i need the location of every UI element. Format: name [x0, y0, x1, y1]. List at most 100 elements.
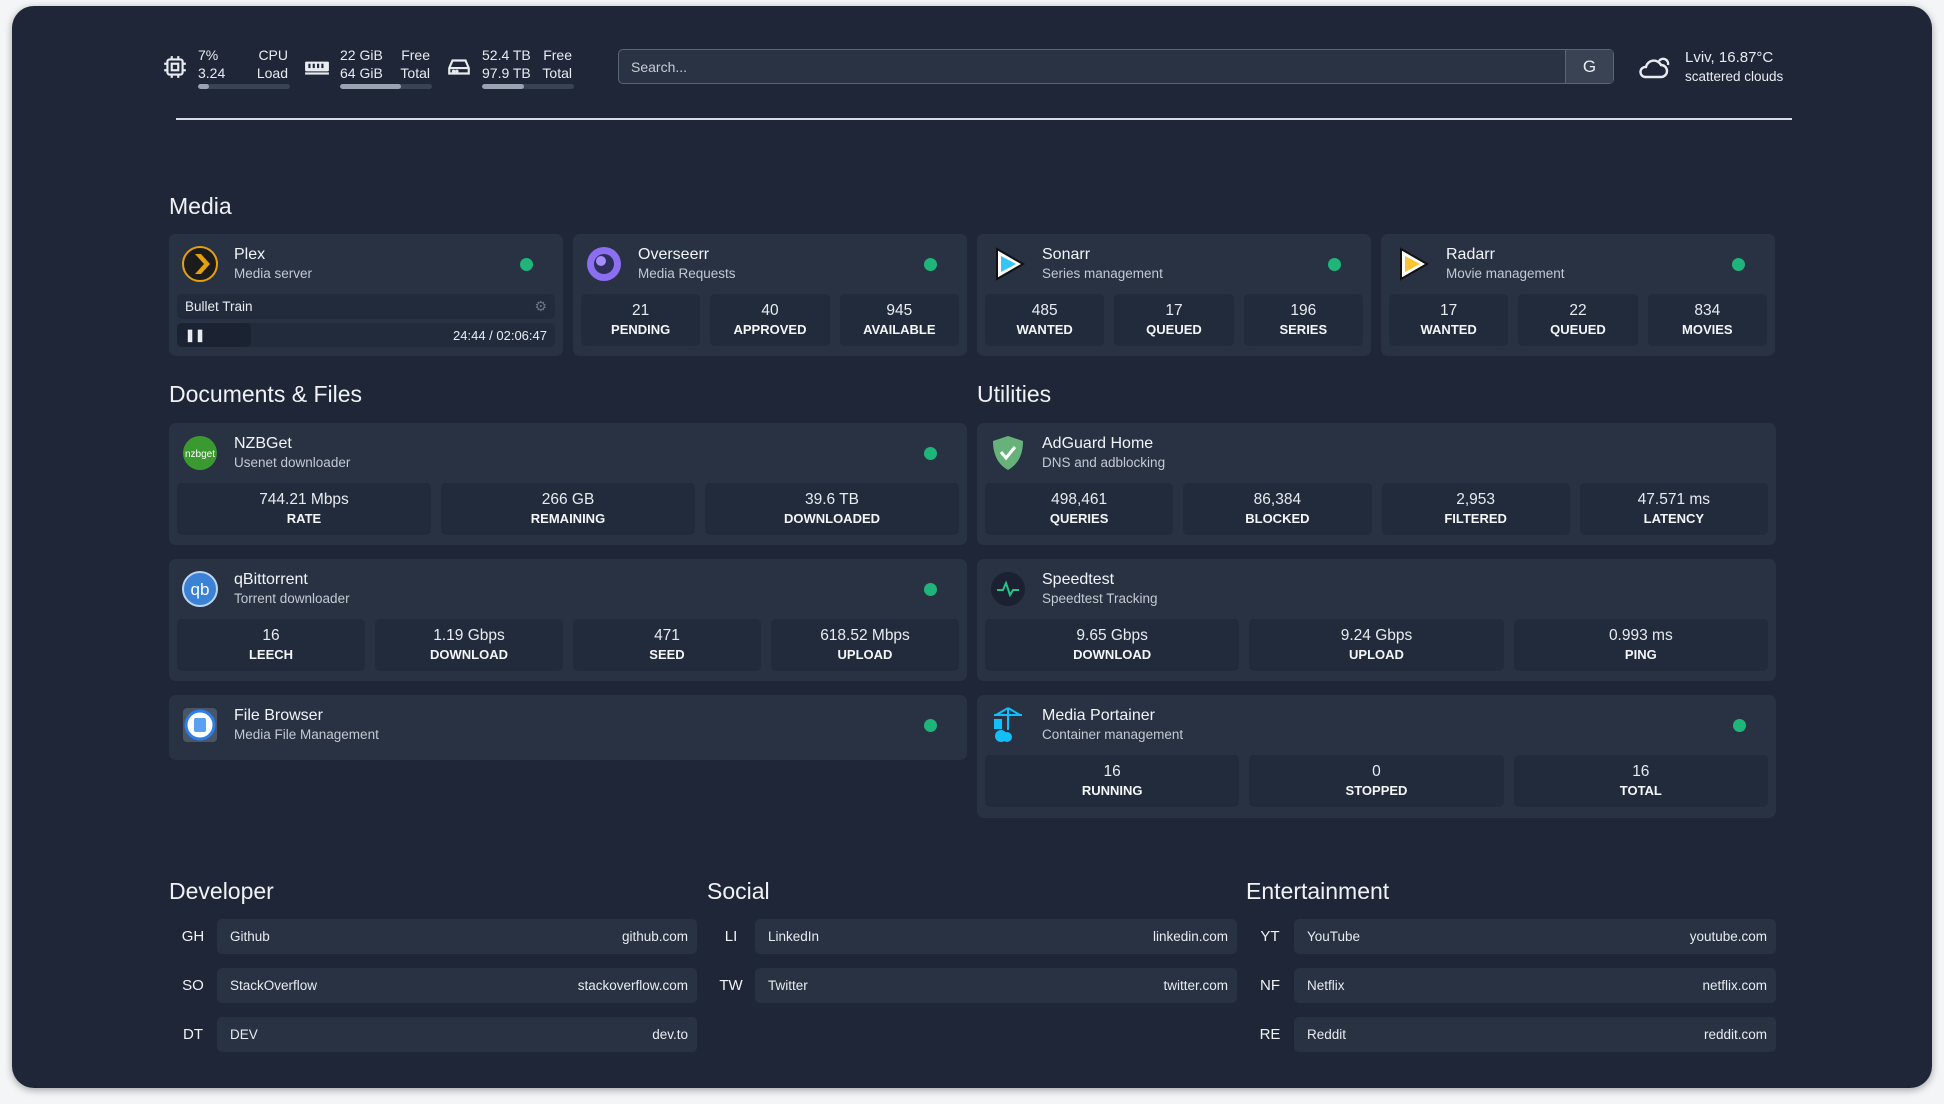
bookmark-link[interactable]: Github github.com: [217, 919, 697, 954]
disk-icon: [448, 59, 470, 75]
stat-box: 22 QUEUED: [1518, 294, 1638, 346]
service-card-adguard-home[interactable]: AdGuard Home DNS and adblocking 498,461 QUE…: [977, 423, 1776, 545]
service-name[interactable]: Sonarr: [1042, 246, 1091, 263]
stat-box: 945 AVAILABLE: [839, 294, 959, 346]
search-input[interactable]: [619, 50, 1565, 83]
card-header: Plex Media server: [177, 234, 555, 294]
bookmark-link[interactable]: LinkedIn linkedin.com: [755, 919, 1237, 954]
stat-box: 86,384 BLOCKED: [1183, 483, 1372, 535]
speedtest-icon: [989, 570, 1027, 608]
bookmark-abbr: RE: [1259, 1026, 1281, 1043]
service-info: qBittorrent Torrent downloader: [234, 570, 350, 608]
service-card-nzbget[interactable]: nzbget NZBGet Usenet downloader 744.21 Mbps…: [169, 423, 967, 545]
pause-icon[interactable]: ❚❚: [185, 328, 206, 342]
bookmark-stackoverflow[interactable]: SO StackOverflow stackoverflow.com: [169, 968, 697, 1003]
bookmark-link[interactable]: DEV dev.to: [217, 1017, 697, 1052]
bookmark-github[interactable]: GH Github github.com: [169, 919, 697, 954]
service-description: Media server: [234, 266, 313, 281]
service-name[interactable]: File Browser: [234, 707, 323, 724]
service-name[interactable]: qBittorrent: [234, 571, 308, 588]
header-divider: [176, 118, 1792, 120]
status-indicator: [1328, 258, 1341, 271]
service-card-speedtest[interactable]: Speedtest Speedtest Tracking 9.65 Gbps DOWN…: [977, 559, 1776, 681]
bookmark-reddit[interactable]: RE Reddit reddit.com: [1246, 1017, 1776, 1052]
status-indicator: [924, 447, 937, 460]
service-name[interactable]: Overseerr: [638, 246, 710, 263]
stat-value: 17: [1165, 302, 1183, 319]
stat-value: 498,461: [1051, 491, 1108, 508]
bookmark-twitter[interactable]: TW Twitter twitter.com: [707, 968, 1237, 1003]
svg-text:nzbget: nzbget: [185, 449, 215, 460]
card-header: Speedtest Speedtest Tracking: [985, 559, 1768, 619]
card-header: nzbget NZBGet Usenet downloader: [177, 423, 959, 483]
service-name[interactable]: Radarr: [1446, 246, 1495, 263]
service-card-plex[interactable]: Plex Media server Bullet Train ⚙ ❚❚ 24:44 / 0…: [169, 234, 563, 356]
stat-value: 266 GB: [541, 491, 595, 508]
stat-label: APPROVED: [733, 322, 807, 337]
service-card-sonarr[interactable]: Sonarr Series management 485 WANTED 17 QUEUED…: [977, 234, 1371, 356]
service-name[interactable]: Speedtest: [1042, 571, 1115, 588]
service-card-overseerr[interactable]: Overseerr Media Requests 21 PENDING 40 APPROV…: [573, 234, 967, 356]
free-label: Free: [543, 47, 572, 63]
bookmark-url: stackoverflow.com: [577, 978, 688, 993]
cpu-load: 3.24: [198, 65, 226, 81]
stat-label: DOWNLOADED: [783, 511, 881, 526]
service-name[interactable]: NZBGet: [234, 435, 292, 452]
stat-box: 16 LEECH: [177, 619, 365, 671]
now-playing-title: Bullet Train: [185, 299, 253, 314]
stats-row: 21 PENDING 40 APPROVED 945 AVAILABLE: [581, 294, 959, 346]
service-card-qbittorrent[interactable]: qb qBittorrent Torrent downloader 16 LEECH 1.…: [169, 559, 967, 681]
stat-label: RATE: [286, 511, 322, 526]
bookmark-name: Twitter: [768, 978, 808, 993]
service-description: Series management: [1042, 266, 1163, 281]
bookmark-abbr: GH: [181, 928, 205, 945]
bookmark-youtube[interactable]: YT YouTube youtube.com: [1246, 919, 1776, 954]
bookmark-link[interactable]: StackOverflow stackoverflow.com: [217, 968, 697, 1003]
service-info: Plex Media server: [234, 245, 312, 283]
service-card-media-portainer[interactable]: Media Portainer Container management 16 RUN…: [977, 695, 1776, 818]
bookmark-link[interactable]: Twitter twitter.com: [755, 968, 1237, 1003]
svg-text:qb: qb: [191, 580, 210, 599]
stat-box: 17 WANTED: [1389, 294, 1509, 346]
stat-label: TOTAL: [1619, 783, 1662, 798]
stat-label: LEECH: [248, 647, 294, 662]
service-name[interactable]: Plex: [234, 246, 266, 263]
bookmark-link[interactable]: Netflix netflix.com: [1294, 968, 1776, 1003]
stat-box: 266 GB REMAINING: [441, 483, 695, 535]
stat-box: 485 WANTED: [985, 294, 1105, 346]
bookmark-url: reddit.com: [1703, 1027, 1767, 1042]
bookmark-linkedin[interactable]: LI LinkedIn linkedin.com: [707, 919, 1237, 954]
status-indicator: [520, 258, 533, 271]
total-label: Total: [542, 65, 572, 81]
bookmark-dev[interactable]: DT DEV dev.to: [169, 1017, 697, 1052]
service-info: Speedtest Speedtest Tracking: [1042, 570, 1158, 608]
bookmark-link[interactable]: Reddit reddit.com: [1294, 1017, 1776, 1052]
bookmark-link[interactable]: YouTube youtube.com: [1294, 919, 1776, 954]
stat-box: 498,461 QUERIES: [985, 483, 1174, 535]
search-engine-button[interactable]: G: [1565, 50, 1613, 83]
overseerr-icon: [585, 245, 623, 283]
status-indicator: [1733, 719, 1746, 732]
bookmark-abbr: LI: [724, 928, 738, 945]
service-name[interactable]: AdGuard Home: [1042, 435, 1154, 452]
card-header: Media Portainer Container management: [985, 695, 1768, 755]
section-title: Developer: [169, 878, 274, 904]
card-header: Sonarr Series management: [985, 234, 1363, 294]
stat-value: 21: [632, 302, 650, 319]
section-title: Entertainment: [1246, 878, 1390, 904]
settings-icon[interactable]: ⚙: [534, 298, 547, 314]
stat-box: 9.65 Gbps DOWNLOAD: [985, 619, 1240, 671]
stat-label: UPLOAD: [837, 647, 893, 662]
stat-box: 39.6 TB DOWNLOADED: [705, 483, 959, 535]
service-card-radarr[interactable]: Radarr Movie management 17 WANTED 22 QUEUED 83…: [1381, 234, 1775, 356]
stat-box: 0 STOPPED: [1249, 755, 1504, 807]
service-name[interactable]: Media Portainer: [1042, 707, 1155, 724]
bookmark-netflix[interactable]: NF Netflix netflix.com: [1246, 968, 1776, 1003]
memory-total: 64 GiB: [340, 65, 383, 81]
nzbget-icon: nzbget: [181, 434, 219, 472]
stat-value: 16: [262, 627, 280, 644]
stat-box: 16 TOTAL: [1513, 755, 1768, 807]
playback-bar[interactable]: ❚❚ 24:44 / 02:06:47: [177, 323, 555, 347]
cpu-bar: [198, 84, 290, 89]
service-card-file-browser[interactable]: File Browser Media File Management: [169, 695, 967, 760]
